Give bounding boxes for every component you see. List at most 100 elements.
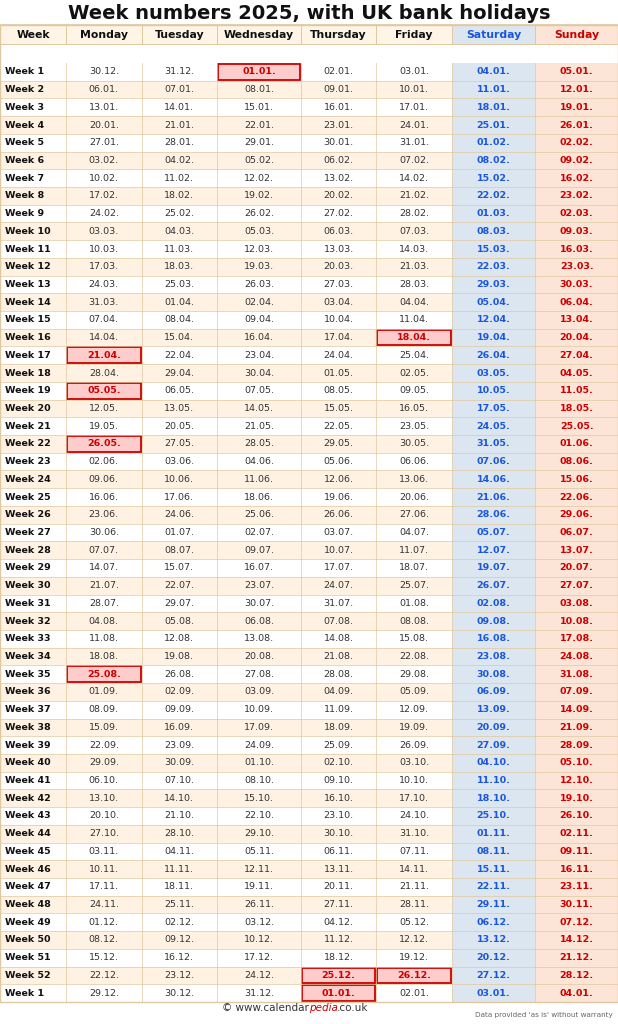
Text: Week 26: Week 26 [5,510,51,519]
Text: 13.10.: 13.10. [89,794,119,803]
Bar [142,913,217,931]
Bar [535,984,618,1002]
Text: 26.04.: 26.04. [476,351,510,359]
Text: 28.07.: 28.07. [89,599,119,608]
Text: Week 4: Week 4 [5,121,44,129]
Bar [535,399,618,418]
Text: 19.04.: 19.04. [476,333,510,342]
Text: Week 19: Week 19 [5,386,51,395]
Bar [535,824,618,843]
Bar [0,666,66,683]
Bar [376,275,452,293]
Bar [535,736,618,754]
Text: 24.09.: 24.09. [244,740,274,750]
Text: 22.10.: 22.10. [244,811,274,820]
Bar [217,152,301,169]
Bar [0,700,66,719]
Text: 23.01.: 23.01. [324,121,353,129]
Text: Friday: Friday [396,30,433,40]
Text: 28.11.: 28.11. [399,900,429,909]
Text: Week 48: Week 48 [5,900,51,909]
Text: 13.05.: 13.05. [164,404,194,413]
Bar [142,666,217,683]
Bar [0,967,66,984]
Text: 24.08.: 24.08. [559,652,594,662]
Text: 26.08.: 26.08. [164,670,194,679]
Bar [376,134,452,152]
Bar [301,577,376,595]
Text: 15.10.: 15.10. [244,794,274,803]
Bar [0,435,66,453]
Bar [301,523,376,542]
Bar [301,222,376,241]
Bar [217,81,301,98]
Bar [0,275,66,293]
Text: 08.01.: 08.01. [244,85,274,94]
Text: 11.09.: 11.09. [324,706,353,714]
Bar [301,275,376,293]
Bar [535,98,618,116]
Bar [376,205,452,222]
Text: 16.06.: 16.06. [89,493,119,502]
Bar [142,700,217,719]
Bar [142,311,217,329]
Bar [217,790,301,807]
Text: 06.10.: 06.10. [89,776,119,785]
Text: 06.08.: 06.08. [244,616,274,626]
Text: 20.07.: 20.07. [560,563,593,572]
Bar [217,577,301,595]
Text: 14.11.: 14.11. [399,864,429,873]
Bar [301,399,376,418]
Text: 09.01.: 09.01. [324,85,353,94]
Bar [535,275,618,293]
Text: 04.01.: 04.01. [560,988,593,997]
Text: 21.09.: 21.09. [560,723,593,732]
Text: 24.12.: 24.12. [244,971,274,980]
Bar [217,293,301,311]
Bar [66,878,142,896]
Bar [535,754,618,772]
Text: 11.10.: 11.10. [476,776,510,785]
Bar [217,754,301,772]
Bar [142,222,217,241]
Text: 09.09.: 09.09. [164,706,194,714]
Text: 19.08.: 19.08. [164,652,194,662]
Bar [535,488,618,506]
Bar [66,311,142,329]
Bar [217,382,301,399]
Bar [142,967,217,984]
Text: 14.08.: 14.08. [324,634,353,643]
Bar [142,275,217,293]
Text: 14.07.: 14.07. [89,563,119,572]
Bar [452,470,535,488]
Bar [217,169,301,187]
Text: 20.11.: 20.11. [324,883,353,891]
Bar [535,329,618,346]
Bar [217,984,301,1002]
Bar [376,63,452,81]
Text: 17.12.: 17.12. [244,953,274,963]
Bar [535,612,618,630]
Text: 13.08.: 13.08. [244,634,274,643]
Bar [301,754,376,772]
Text: 15.09.: 15.09. [89,723,119,732]
Bar [66,559,142,577]
Text: 05.02.: 05.02. [244,156,274,165]
Bar [535,559,618,577]
Text: 30.06.: 30.06. [89,528,119,537]
Text: Week 1: Week 1 [5,988,44,997]
Bar [217,931,301,949]
Text: 21.02.: 21.02. [399,191,429,201]
Text: 04.01.: 04.01. [476,68,510,77]
Bar [142,435,217,453]
Bar [142,205,217,222]
Bar [0,169,66,187]
Text: 31.08.: 31.08. [560,670,593,679]
Text: Week 12: Week 12 [5,262,51,271]
Bar [376,488,452,506]
Text: 19.10.: 19.10. [560,794,593,803]
Text: 11.08.: 11.08. [89,634,119,643]
Bar [535,187,618,205]
Text: 18.04.: 18.04. [397,333,431,342]
Bar [452,967,535,984]
